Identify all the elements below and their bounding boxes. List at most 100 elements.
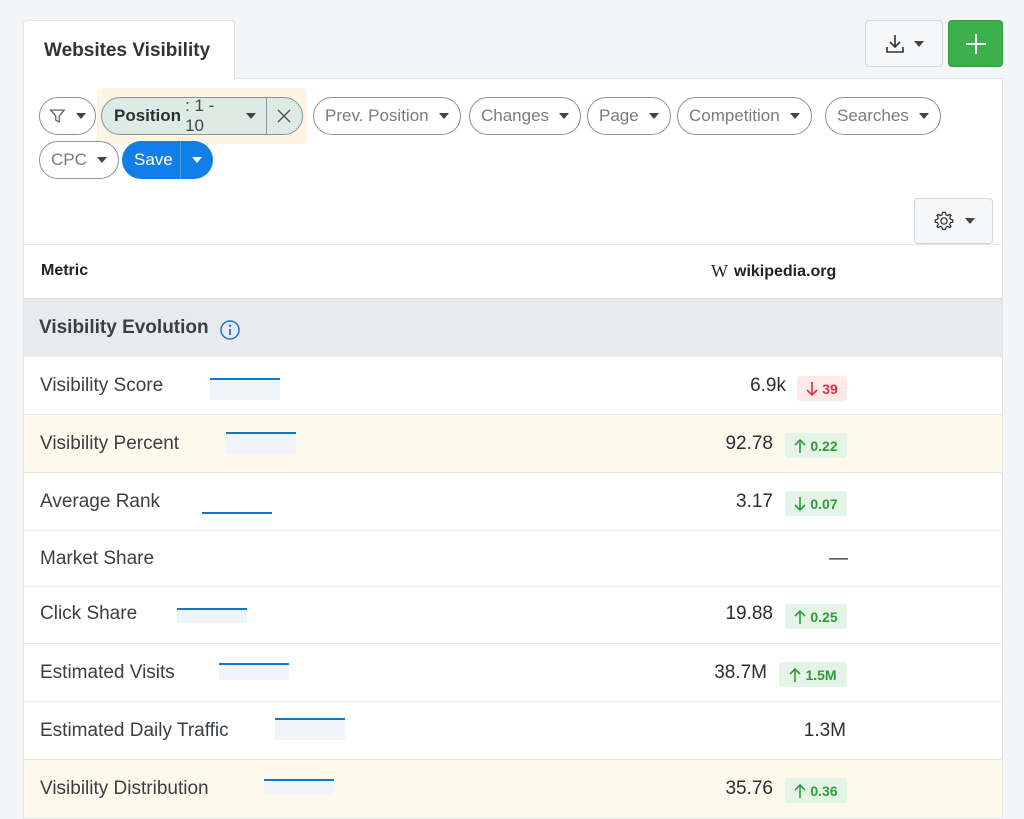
position-filter-value: : 1 - 10 bbox=[185, 97, 215, 135]
change-value: 39 bbox=[822, 380, 838, 397]
change-value: 0.36 bbox=[810, 782, 838, 799]
change-badge: 1.5M bbox=[779, 662, 847, 687]
row-value: 38.7M bbox=[714, 662, 767, 683]
change-badge: 0.07 bbox=[785, 491, 847, 516]
table-row[interactable]: Market Share — bbox=[24, 531, 1002, 587]
sparkline bbox=[219, 663, 289, 680]
row-metric-name: Market Share bbox=[40, 548, 155, 569]
table-row[interactable]: Visibility Distribution 35.76 0.36 bbox=[24, 760, 1002, 819]
change-badge: 0.25 bbox=[785, 604, 847, 629]
table-row[interactable]: Estimated Daily Traffic 1.3M bbox=[24, 702, 1002, 760]
row-metric-name: Click Share bbox=[40, 603, 138, 624]
change-badge: 39 bbox=[797, 376, 847, 401]
filter-label: Changes bbox=[481, 106, 550, 125]
table-row[interactable]: Click Share 19.88 0.25 bbox=[24, 587, 1002, 644]
row-metric-name: Average Rank bbox=[40, 491, 161, 512]
arrow-down-icon bbox=[794, 496, 806, 511]
add-button[interactable] bbox=[948, 20, 1003, 67]
filter-changes[interactable]: Changes bbox=[469, 97, 582, 135]
download-button[interactable] bbox=[865, 20, 943, 67]
arrow-down-icon bbox=[806, 381, 818, 396]
chevron-down-icon bbox=[192, 157, 202, 163]
change-value: 1.5M bbox=[805, 666, 837, 683]
save-button[interactable]: Save bbox=[134, 150, 173, 169]
sparkline bbox=[275, 718, 345, 740]
filter-label: Page bbox=[599, 106, 639, 125]
filter-competition[interactable]: Competition bbox=[677, 97, 812, 135]
filter-label: CPC bbox=[51, 150, 87, 169]
filter-icon bbox=[49, 109, 66, 123]
chevron-down-icon bbox=[245, 113, 256, 119]
gear-icon bbox=[934, 211, 953, 231]
arrow-up-icon bbox=[794, 783, 806, 798]
chevron-down-icon bbox=[96, 157, 107, 163]
filter-searches[interactable]: Searches bbox=[825, 97, 941, 135]
chevron-down-icon bbox=[438, 113, 449, 119]
filter-label: Searches bbox=[837, 106, 909, 125]
sparkline bbox=[177, 608, 247, 623]
change-value: 0.22 bbox=[810, 437, 838, 454]
row-metric-name: Estimated Daily Traffic bbox=[40, 720, 229, 741]
table-row[interactable]: Estimated Visits 38.7M 1.5M bbox=[24, 644, 1002, 702]
filter-prev-position[interactable]: Prev. Position bbox=[313, 97, 461, 135]
chevron-down-icon bbox=[918, 113, 929, 119]
chevron-down-icon bbox=[559, 113, 570, 119]
section-header: Visibility Evolution bbox=[24, 298, 1002, 357]
row-value: 19.88 bbox=[725, 603, 773, 624]
table-row[interactable]: Average Rank 3.17 0.07 bbox=[24, 473, 1002, 531]
filter-label: Competition bbox=[689, 106, 780, 125]
sparkline bbox=[210, 378, 280, 400]
change-badge: 0.22 bbox=[785, 433, 847, 458]
download-icon bbox=[886, 34, 904, 53]
tab-label: Websites Visibility bbox=[44, 40, 211, 61]
save-split-button[interactable]: Save bbox=[122, 141, 213, 179]
settings-button[interactable] bbox=[914, 198, 993, 244]
close-icon bbox=[277, 109, 291, 123]
row-metric-name: Visibility Distribution bbox=[40, 778, 209, 799]
row-value: 3.17 bbox=[736, 491, 773, 512]
filter-label: Prev. Position bbox=[325, 106, 429, 125]
arrow-up-icon bbox=[794, 609, 806, 624]
sparkline bbox=[226, 432, 296, 454]
wikipedia-icon: W bbox=[711, 261, 728, 281]
sparkline bbox=[202, 512, 272, 515]
change-badge: 0.36 bbox=[785, 778, 847, 803]
info-icon[interactable] bbox=[219, 319, 241, 341]
site-column-header: W wikipedia.org bbox=[711, 261, 836, 282]
chevron-down-icon bbox=[914, 40, 924, 47]
save-options-button[interactable] bbox=[181, 157, 213, 163]
position-filter-dropdown[interactable]: Position : 1 - 10 bbox=[102, 98, 267, 134]
row-value: 6.9k bbox=[750, 375, 786, 396]
table-row[interactable]: Visibility Score 6.9k 39 bbox=[24, 357, 1002, 415]
row-value: 92.78 bbox=[725, 433, 773, 454]
position-filter[interactable]: Position : 1 - 10 bbox=[101, 97, 303, 135]
plus-icon bbox=[965, 33, 986, 54]
save-divider bbox=[180, 141, 181, 179]
change-value: 0.25 bbox=[810, 608, 838, 625]
remove-position-filter-button[interactable] bbox=[267, 98, 302, 134]
arrow-up-icon bbox=[789, 667, 802, 682]
row-value: — bbox=[829, 548, 848, 569]
row-value: 35.76 bbox=[725, 778, 773, 799]
section-title: Visibility Evolution bbox=[39, 317, 209, 338]
filter-page[interactable]: Page bbox=[587, 97, 671, 135]
site-name: wikipedia.org bbox=[734, 262, 837, 280]
metric-column-header: Metric bbox=[41, 262, 89, 279]
row-metric-name: Estimated Visits bbox=[40, 662, 175, 683]
chevron-down-icon bbox=[76, 113, 86, 119]
chevron-down-icon bbox=[964, 218, 975, 224]
tab-websites-visibility[interactable]: Websites Visibility bbox=[23, 20, 235, 80]
chevron-down-icon bbox=[789, 113, 800, 119]
arrow-up-icon bbox=[794, 438, 806, 453]
row-metric-name: Visibility Score bbox=[40, 375, 164, 396]
sparkline bbox=[264, 779, 334, 795]
chevron-down-icon bbox=[648, 113, 659, 119]
position-filter-label: Position bbox=[114, 106, 182, 125]
filter-cpc[interactable]: CPC bbox=[39, 141, 119, 179]
filter-menu-button[interactable] bbox=[39, 97, 96, 135]
table-row[interactable]: Visibility Percent 92.78 0.22 bbox=[24, 415, 1002, 473]
change-value: 0.07 bbox=[810, 495, 838, 512]
divider bbox=[24, 244, 1002, 245]
row-metric-name: Visibility Percent bbox=[40, 433, 180, 454]
row-value: 1.3M bbox=[803, 720, 846, 741]
